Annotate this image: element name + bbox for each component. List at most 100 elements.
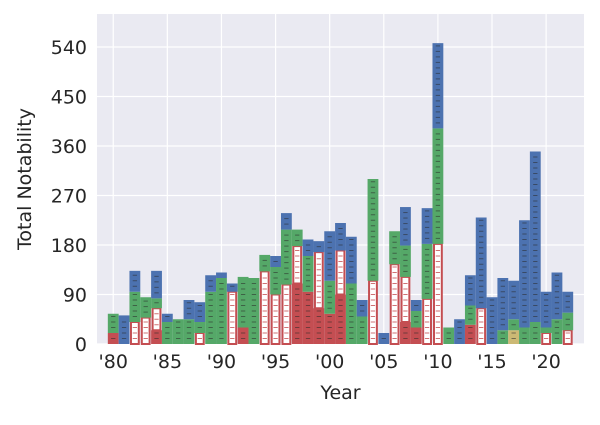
bar-segment-blue (205, 275, 217, 292)
bar-stack (280, 213, 292, 346)
bar-segment-red-outline (432, 242, 443, 345)
bar-segment-blue (194, 302, 206, 322)
bar-segment-blue (183, 300, 195, 320)
bar-segment-blue (400, 207, 411, 246)
y-axis-label: Total Notability (14, 108, 36, 251)
y-tick-label: 360 (51, 136, 87, 158)
bar-stack (140, 297, 152, 346)
bar-stack (475, 217, 487, 345)
bar-stack (183, 300, 195, 344)
bar-segment-blue (356, 300, 368, 317)
bar-segment-blue (151, 270, 162, 299)
bar-segment-green (356, 316, 368, 344)
x-axis-label: Year (319, 382, 360, 404)
bar-stack (443, 327, 455, 344)
bar-segment-green (172, 319, 184, 344)
bars (107, 43, 574, 346)
bar-segment-green (432, 128, 444, 244)
bar-segment-red (335, 294, 346, 344)
bar-stack (335, 223, 346, 344)
bar-segment-blue (454, 319, 465, 344)
bar-segment-blue (216, 272, 227, 278)
y-tick-label: 180 (51, 235, 87, 257)
bar-segment-red (302, 291, 314, 344)
bar-segment-red-outline (281, 283, 292, 346)
bar-segment-red-outline (368, 279, 378, 345)
bar-stack (519, 220, 530, 344)
bar-segment-green (400, 245, 411, 277)
bar-segment-blue (551, 272, 563, 320)
bar-segment-green (270, 267, 281, 295)
bar-segment-blue (118, 315, 130, 344)
x-tick-labels: '80 '85 '90 '95 '00 '05 '10 '15 '20 (99, 351, 561, 373)
bar-stack (226, 283, 238, 345)
bar-segment-green (291, 229, 303, 247)
bar-segment-green (259, 254, 271, 272)
bar-segment-blue (324, 231, 336, 281)
bar-segment-red (291, 283, 303, 344)
bar-segment-green (140, 297, 152, 318)
bar-segment-green (237, 276, 249, 328)
bar-stack (454, 319, 465, 344)
y-tick-labels: 0 90 180 270 360 450 540 (51, 37, 87, 356)
y-tick-label: 0 (75, 334, 87, 356)
bar-segment-blue (464, 275, 476, 306)
y-tick-label: 90 (63, 285, 87, 307)
bar-stack (345, 236, 357, 344)
bar-segment-blue (562, 291, 574, 313)
bar-stack (259, 254, 271, 345)
bar-segment-green (367, 179, 379, 281)
bar-segment-blue (129, 270, 141, 292)
bar-segment-red-outline (389, 263, 400, 345)
bar-segment-green (205, 291, 217, 344)
bar-segment-blue (519, 220, 530, 328)
bar-segment-green (151, 298, 162, 309)
bar-segment-red (464, 324, 476, 344)
bar-segment-green (302, 256, 314, 292)
bar-stack (161, 313, 173, 344)
x-tick-label: '95 (261, 351, 290, 373)
bar-stack (194, 302, 206, 345)
bar-segment-red (410, 327, 422, 344)
bar-stack (562, 291, 574, 345)
bar-segment-blue (421, 208, 433, 244)
bar-stack (205, 275, 217, 344)
bar-segment-blue (302, 239, 314, 256)
bar-stack (270, 256, 281, 345)
y-tick-label: 450 (51, 87, 87, 109)
bar-segment-green (497, 330, 509, 344)
bar-segment-green (562, 312, 574, 331)
bar-stack (129, 270, 141, 345)
bar-stack (410, 300, 422, 344)
x-tick-label: '80 (99, 351, 128, 373)
bar-stack (356, 300, 368, 344)
bar-stack (508, 280, 520, 344)
bar-stack (313, 241, 325, 344)
bar-segment-green (129, 291, 141, 322)
bar-stack (324, 231, 336, 344)
x-tick-label: '05 (369, 351, 398, 373)
bar-segment-red-outline (313, 251, 324, 310)
bar-segment-green (519, 327, 530, 344)
bar-segment-blue (475, 217, 487, 309)
x-tick-label: '00 (315, 351, 344, 373)
bar-segment-blue (432, 43, 444, 129)
bar-stack (291, 229, 303, 344)
bar-segment-blue (161, 313, 173, 322)
bar-stack (551, 272, 563, 344)
y-tick-label: 270 (51, 186, 87, 208)
y-tick-label: 540 (51, 37, 87, 59)
bar-segment-blue (335, 223, 346, 251)
bar-segment-blue (540, 291, 552, 328)
bar-segment-green (551, 319, 563, 344)
bar-segment-green (443, 327, 455, 344)
bar-segment-blue (497, 278, 509, 331)
bar-segment-green (183, 319, 195, 344)
bar-stack (400, 207, 411, 344)
bar-segment-red-outline (270, 293, 281, 345)
bar-stack (497, 278, 509, 344)
bar-stack (540, 291, 552, 345)
x-tick-label: '15 (477, 351, 506, 373)
